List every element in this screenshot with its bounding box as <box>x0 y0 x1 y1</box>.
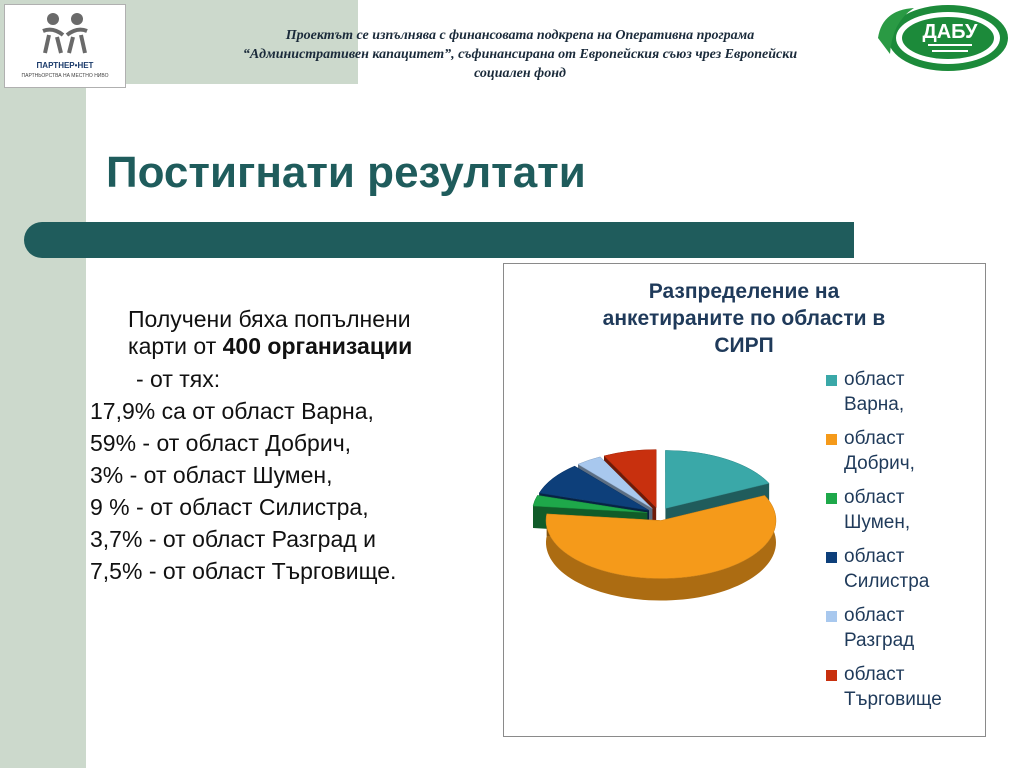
funding-line-3: социален фонд <box>474 66 566 81</box>
legend-label: Разград <box>844 630 915 651</box>
slide-title: Постигнати резултати <box>106 148 586 197</box>
chart-title-line-2: анкетираните по области в <box>602 307 886 330</box>
chart-title-line-1: Разпределение на <box>648 280 840 303</box>
legend-label: област <box>844 487 905 508</box>
intro-line-2-prefix: карти от <box>128 333 223 359</box>
pie-slice-side <box>546 495 776 601</box>
legend-label: Шумен, <box>844 512 911 533</box>
legend-swatch <box>826 493 837 504</box>
funding-line-1: Проектът се изпълнява с финансовата подк… <box>285 28 755 43</box>
legend-label: Варна, <box>844 394 905 415</box>
organizations-count: 400 организации <box>222 333 413 359</box>
legend-item: област Търговище <box>824 662 984 712</box>
intro-line-2: карти от 400 организации <box>90 333 500 360</box>
left-decor-band <box>0 0 86 768</box>
chart-title: Разпределение на анкетираните по области… <box>544 278 944 359</box>
chart-title-line-3: СИРП <box>714 334 774 357</box>
intro-line-3: - от тях: <box>136 366 221 392</box>
partner-net-sub: ПАРТНЬОРСТВА НА МЕСТНО НИВО <box>21 73 109 79</box>
stat-line: 59% - от област Добрич, <box>90 430 352 456</box>
pie-chart-frame: Разпределение на анкетираните по области… <box>503 263 986 737</box>
chart-legend: област Варна, област Добрич, област Шумен, обл… <box>824 367 984 721</box>
pie-chart <box>532 449 777 601</box>
partner-net-logo: ПАРТНЕР•НЕТ ПАРТНЬОРСТВА НА МЕСТНО НИВО <box>4 4 126 88</box>
legend-label: област <box>844 369 905 390</box>
legend-label: Добрич, <box>844 453 915 474</box>
legend-swatch <box>826 552 837 563</box>
pie-slice-3 <box>532 495 648 513</box>
funding-header: Проектът се изпълнява с финансовата подк… <box>150 26 890 83</box>
pie-slice-6 <box>603 449 657 509</box>
pie-slice-1 <box>665 450 770 509</box>
legend-label: Търговище <box>844 689 942 710</box>
legend-item: област Разград <box>824 603 984 653</box>
legend-item: област Шумен, <box>824 485 984 535</box>
legend-label: Силистра <box>844 571 930 592</box>
legend-label: област <box>844 428 905 449</box>
stat-line: 9 % - от област Силистра, <box>90 494 369 520</box>
stat-line: 3,7% - от област Разград и <box>90 526 376 552</box>
dabu-logo: ДАБУ <box>874 2 1010 74</box>
stat-line: 17,9% са от област Варна, <box>90 398 374 424</box>
legend-item: област Добрич, <box>824 426 984 476</box>
content-corner <box>86 84 358 114</box>
stat-line: 7,5% - от област Търговище. <box>90 558 397 584</box>
legend-item: област Силистра <box>824 544 984 594</box>
legend-label: област <box>844 664 905 685</box>
legend-swatch <box>826 611 837 622</box>
legend-swatch <box>826 434 837 445</box>
stat-line: 3% - от област Шумен, <box>90 462 333 488</box>
title-underline-bar <box>24 222 854 258</box>
legend-swatch <box>826 375 837 386</box>
pie-slice-5 <box>577 456 653 509</box>
legend-label: област <box>844 546 905 567</box>
intro-line-1: Получени бяха попълнени <box>128 306 411 332</box>
legend-swatch <box>826 670 837 681</box>
funding-line-2: “Административен капацитет”, съфинансира… <box>242 47 798 62</box>
legend-label: област <box>844 605 905 626</box>
results-text: Получени бяха попълнени карти от 400 орг… <box>90 306 500 585</box>
pie-slice-2 <box>545 495 777 579</box>
pie-slice-4 <box>538 465 650 511</box>
partner-net-brand: ПАРТНЕР•НЕТ <box>36 61 94 70</box>
legend-item: област Варна, <box>824 367 984 417</box>
dabu-brand: ДАБУ <box>922 21 978 43</box>
